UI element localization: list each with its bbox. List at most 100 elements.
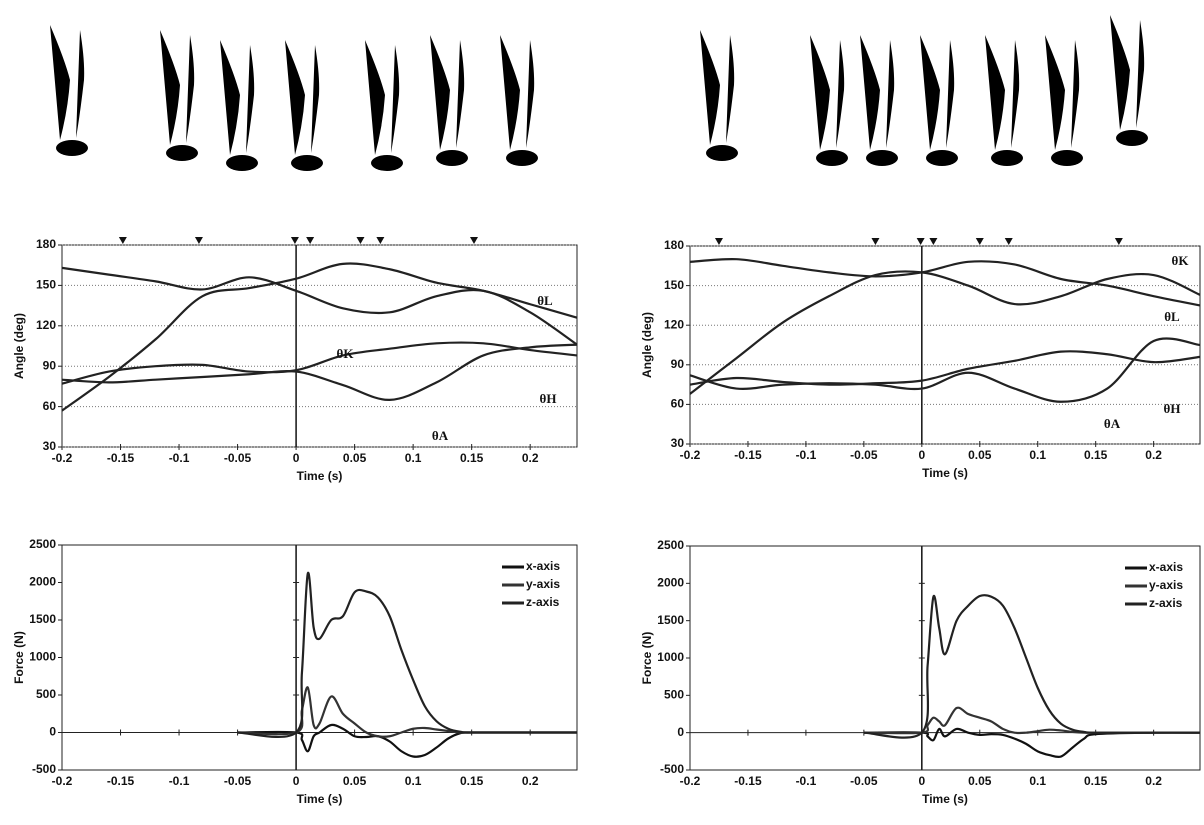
event-marker [715,238,723,245]
x-tick-label: 0.05 [968,448,992,462]
event-marker [871,238,879,245]
y-tick-label: 500 [36,687,56,701]
event-marker [1115,238,1123,245]
series-label: θL [1164,309,1180,324]
x-tick-label: 0 [918,774,925,788]
plot-frame [62,545,577,770]
event-marker [119,237,127,244]
y-tick-label: 2500 [29,537,56,551]
leg-sketch [985,35,1023,166]
legend-label: y-axis [526,577,560,591]
y-tick-label: 0 [677,725,684,739]
leg-sketch [1110,15,1148,146]
series-label: θH [540,391,557,406]
x-tick-label: 0.05 [343,774,367,788]
event-marker [470,237,478,244]
x-tick-label: -0.15 [107,451,135,465]
event-marker [306,237,314,244]
y-tick-label: 60 [43,399,57,413]
x-tick-label: -0.1 [169,451,190,465]
series-label: θA [432,428,449,443]
y-tick-label: 1500 [29,612,56,626]
leg-sketch [50,25,88,156]
legend-label: y-axis [1149,578,1183,592]
series-line [62,263,577,410]
series-line [864,708,1200,734]
y-axis-label: Force (N) [640,632,654,685]
leg-sketch [365,40,403,171]
x-tick-label: 0.05 [343,451,367,465]
y-tick-label: 2000 [29,575,56,589]
legend-label: z-axis [526,595,560,609]
y-tick-label: 2500 [657,538,684,552]
leg-sketch [430,35,468,166]
y-tick-label: 90 [671,357,685,371]
event-marker [195,237,203,244]
y-tick-label: 150 [36,278,56,292]
x-tick-label: -0.15 [107,774,135,788]
x-tick-label: -0.2 [680,448,701,462]
event-marker [1005,238,1013,245]
leg-sketch [700,30,738,161]
x-axis-label: Time (s) [922,466,968,480]
y-tick-label: 500 [664,688,684,702]
x-tick-label: 0.2 [1145,774,1162,788]
leg-sketch [285,40,323,171]
x-tick-label: -0.15 [734,774,762,788]
x-tick-label: 0.2 [522,451,539,465]
leg-sketch [920,35,958,166]
y-tick-label: 120 [664,317,684,331]
event-marker [929,238,937,245]
x-tick-label: -0.15 [734,448,762,462]
x-tick-label: -0.05 [850,448,878,462]
y-axis-label: Angle (deg) [640,312,654,378]
x-tick-label: -0.2 [52,451,73,465]
x-tick-label: 0.05 [968,774,992,788]
y-tick-label: 180 [664,238,684,252]
y-tick-label: 60 [671,397,685,411]
x-tick-label: -0.2 [680,774,701,788]
x-tick-label: 0.1 [405,451,422,465]
leg-sketch [500,35,538,166]
x-tick-label: 0.15 [460,451,484,465]
y-tick-label: 1000 [657,650,684,664]
leg-sketch [160,30,198,161]
x-tick-label: -0.2 [52,774,73,788]
series-line [238,687,577,736]
x-tick-label: 0 [293,451,300,465]
x-tick-label: 0.1 [1029,448,1046,462]
x-tick-label: 0.15 [1084,774,1108,788]
event-marker [376,237,384,244]
x-tick-label: -0.1 [796,448,817,462]
x-axis-label: Time (s) [297,469,343,483]
x-tick-label: 0.15 [1084,448,1108,462]
event-marker [976,238,984,245]
leg-sketch [860,35,898,166]
event-marker [291,237,299,244]
leg-sketch [220,40,258,171]
y-axis-label: Angle (deg) [12,313,26,379]
series-label: θK [1172,253,1190,268]
x-tick-label: 0.2 [522,774,539,788]
y-tick-label: 90 [43,358,57,372]
y-tick-label: 1000 [29,650,56,664]
x-tick-label: 0.15 [460,774,484,788]
x-tick-label: 0 [293,774,300,788]
series-line [864,595,1200,737]
series-label: θA [1104,416,1121,431]
leg-sketch [810,35,848,166]
series-label: θH [1164,401,1181,416]
legend-label: x-axis [526,559,560,573]
event-marker [356,237,364,244]
x-tick-label: -0.05 [224,774,252,788]
y-tick-label: 120 [36,318,56,332]
x-tick-label: 0.2 [1145,448,1162,462]
running-sketch-left [50,25,538,171]
x-tick-label: -0.1 [169,774,190,788]
x-tick-label: 0 [918,448,925,462]
series-label: θK [337,346,355,361]
event-marker [917,238,925,245]
running-sketch-right [700,15,1148,166]
x-tick-label: -0.05 [850,774,878,788]
series-label: θL [537,293,553,308]
